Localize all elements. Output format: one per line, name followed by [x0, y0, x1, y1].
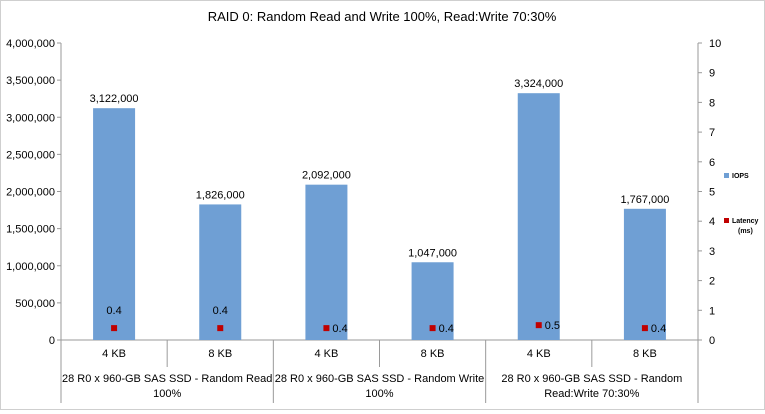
group-label: 28 R0 x 960-GB SAS SSD - Random Write: [275, 373, 485, 385]
legend-label-iops: IOPS: [732, 173, 749, 180]
legend: IOPS Latency (ms): [724, 173, 759, 235]
latency-marker: [217, 325, 224, 332]
right-tick-label: 1: [709, 305, 715, 317]
right-tick-label: 3: [709, 246, 715, 258]
latency-data-label: 0.4: [651, 323, 666, 335]
iops-data-label: 2,092,000: [302, 170, 351, 182]
iops-bar: [93, 108, 136, 340]
x-axis: 4 KB 8 KB 4 KB 8 KB 4 KB 8 KB 28 R0 x 960-GB S…: [60, 340, 699, 403]
group-label: 100%: [153, 388, 181, 400]
latency-marker: [323, 325, 330, 332]
iops-data-label: 1,826,000: [196, 189, 245, 201]
group-label: 28 R0 x 960-GB SAS SSD - Random Read: [62, 373, 272, 385]
legend-label-latency-unit: (ms): [738, 228, 753, 235]
left-tick-label: 4,000,000: [6, 38, 55, 50]
category-label: 8 KB: [633, 348, 657, 360]
latency-data-label: 0.4: [213, 305, 228, 317]
category-label: 8 KB: [208, 348, 232, 360]
latency-data-label: 0.4: [332, 323, 347, 335]
iops-data-label: 1,767,000: [620, 194, 669, 206]
latency-data-label: 0.5: [545, 320, 560, 332]
category-label: 4 KB: [527, 348, 551, 360]
legend-swatch-iops: [724, 173, 729, 178]
category-label: 8 KB: [421, 348, 445, 360]
latency-marker: [641, 325, 648, 332]
right-tick-label: 5: [709, 187, 715, 199]
iops-data-label: 1,047,000: [408, 247, 457, 259]
legend-swatch-latency: [724, 218, 729, 223]
iops-bar: [623, 208, 666, 340]
group-label: 100%: [365, 388, 393, 400]
left-tick-label: 0: [49, 335, 55, 347]
latency-marker: [429, 325, 436, 332]
iops-bar: [199, 204, 242, 340]
left-tick-label: 3,500,000: [6, 75, 55, 87]
right-tick-label: 9: [709, 68, 715, 80]
iops-bar: [517, 93, 560, 341]
left-tick-label: 1,500,000: [6, 224, 55, 236]
right-tick-label: 8: [709, 97, 715, 109]
group-label: Read:Write 70:30%: [544, 388, 639, 400]
latency-data-label: 0.4: [106, 305, 121, 317]
bar-series: 3,122,000 1,826,000 2,092,000 1,047,000 3,32…: [90, 78, 669, 341]
right-tick-label: 2: [709, 276, 715, 288]
category-label: 4 KB: [102, 348, 126, 360]
left-tick-label: 1,000,000: [6, 261, 55, 273]
axes: 0 500,000 1,000,000 1,500,000 2,000,000 2,500…: [6, 38, 721, 347]
left-tick-label: 2,000,000: [6, 187, 55, 199]
iops-data-label: 3,324,000: [514, 78, 563, 90]
left-tick-label: 3,000,000: [6, 112, 55, 124]
category-label: 4 KB: [314, 348, 338, 360]
iops-bar: [305, 184, 348, 340]
right-tick-label: 7: [709, 127, 715, 139]
legend-label-latency: Latency: [732, 218, 759, 225]
right-tick-label: 0: [709, 335, 715, 347]
latency-data-label: 0.4: [439, 323, 454, 335]
latency-series: 0.4 0.4 0.4 0.4 0.5 0.4: [106, 305, 666, 335]
iops-data-label: 3,122,000: [90, 93, 139, 105]
chart-title: RAID 0: Random Read and Write 100%, Read…: [208, 9, 557, 24]
left-tick-label: 500,000: [15, 298, 55, 310]
left-tick-label: 2,500,000: [6, 149, 55, 161]
group-label: 28 R0 x 960-GB SAS SSD - Random: [501, 373, 682, 385]
right-tick-label: 4: [709, 216, 715, 228]
latency-marker: [535, 322, 542, 329]
right-tick-label: 10: [709, 38, 721, 50]
right-tick-label: 6: [709, 157, 715, 169]
latency-marker: [111, 325, 118, 332]
